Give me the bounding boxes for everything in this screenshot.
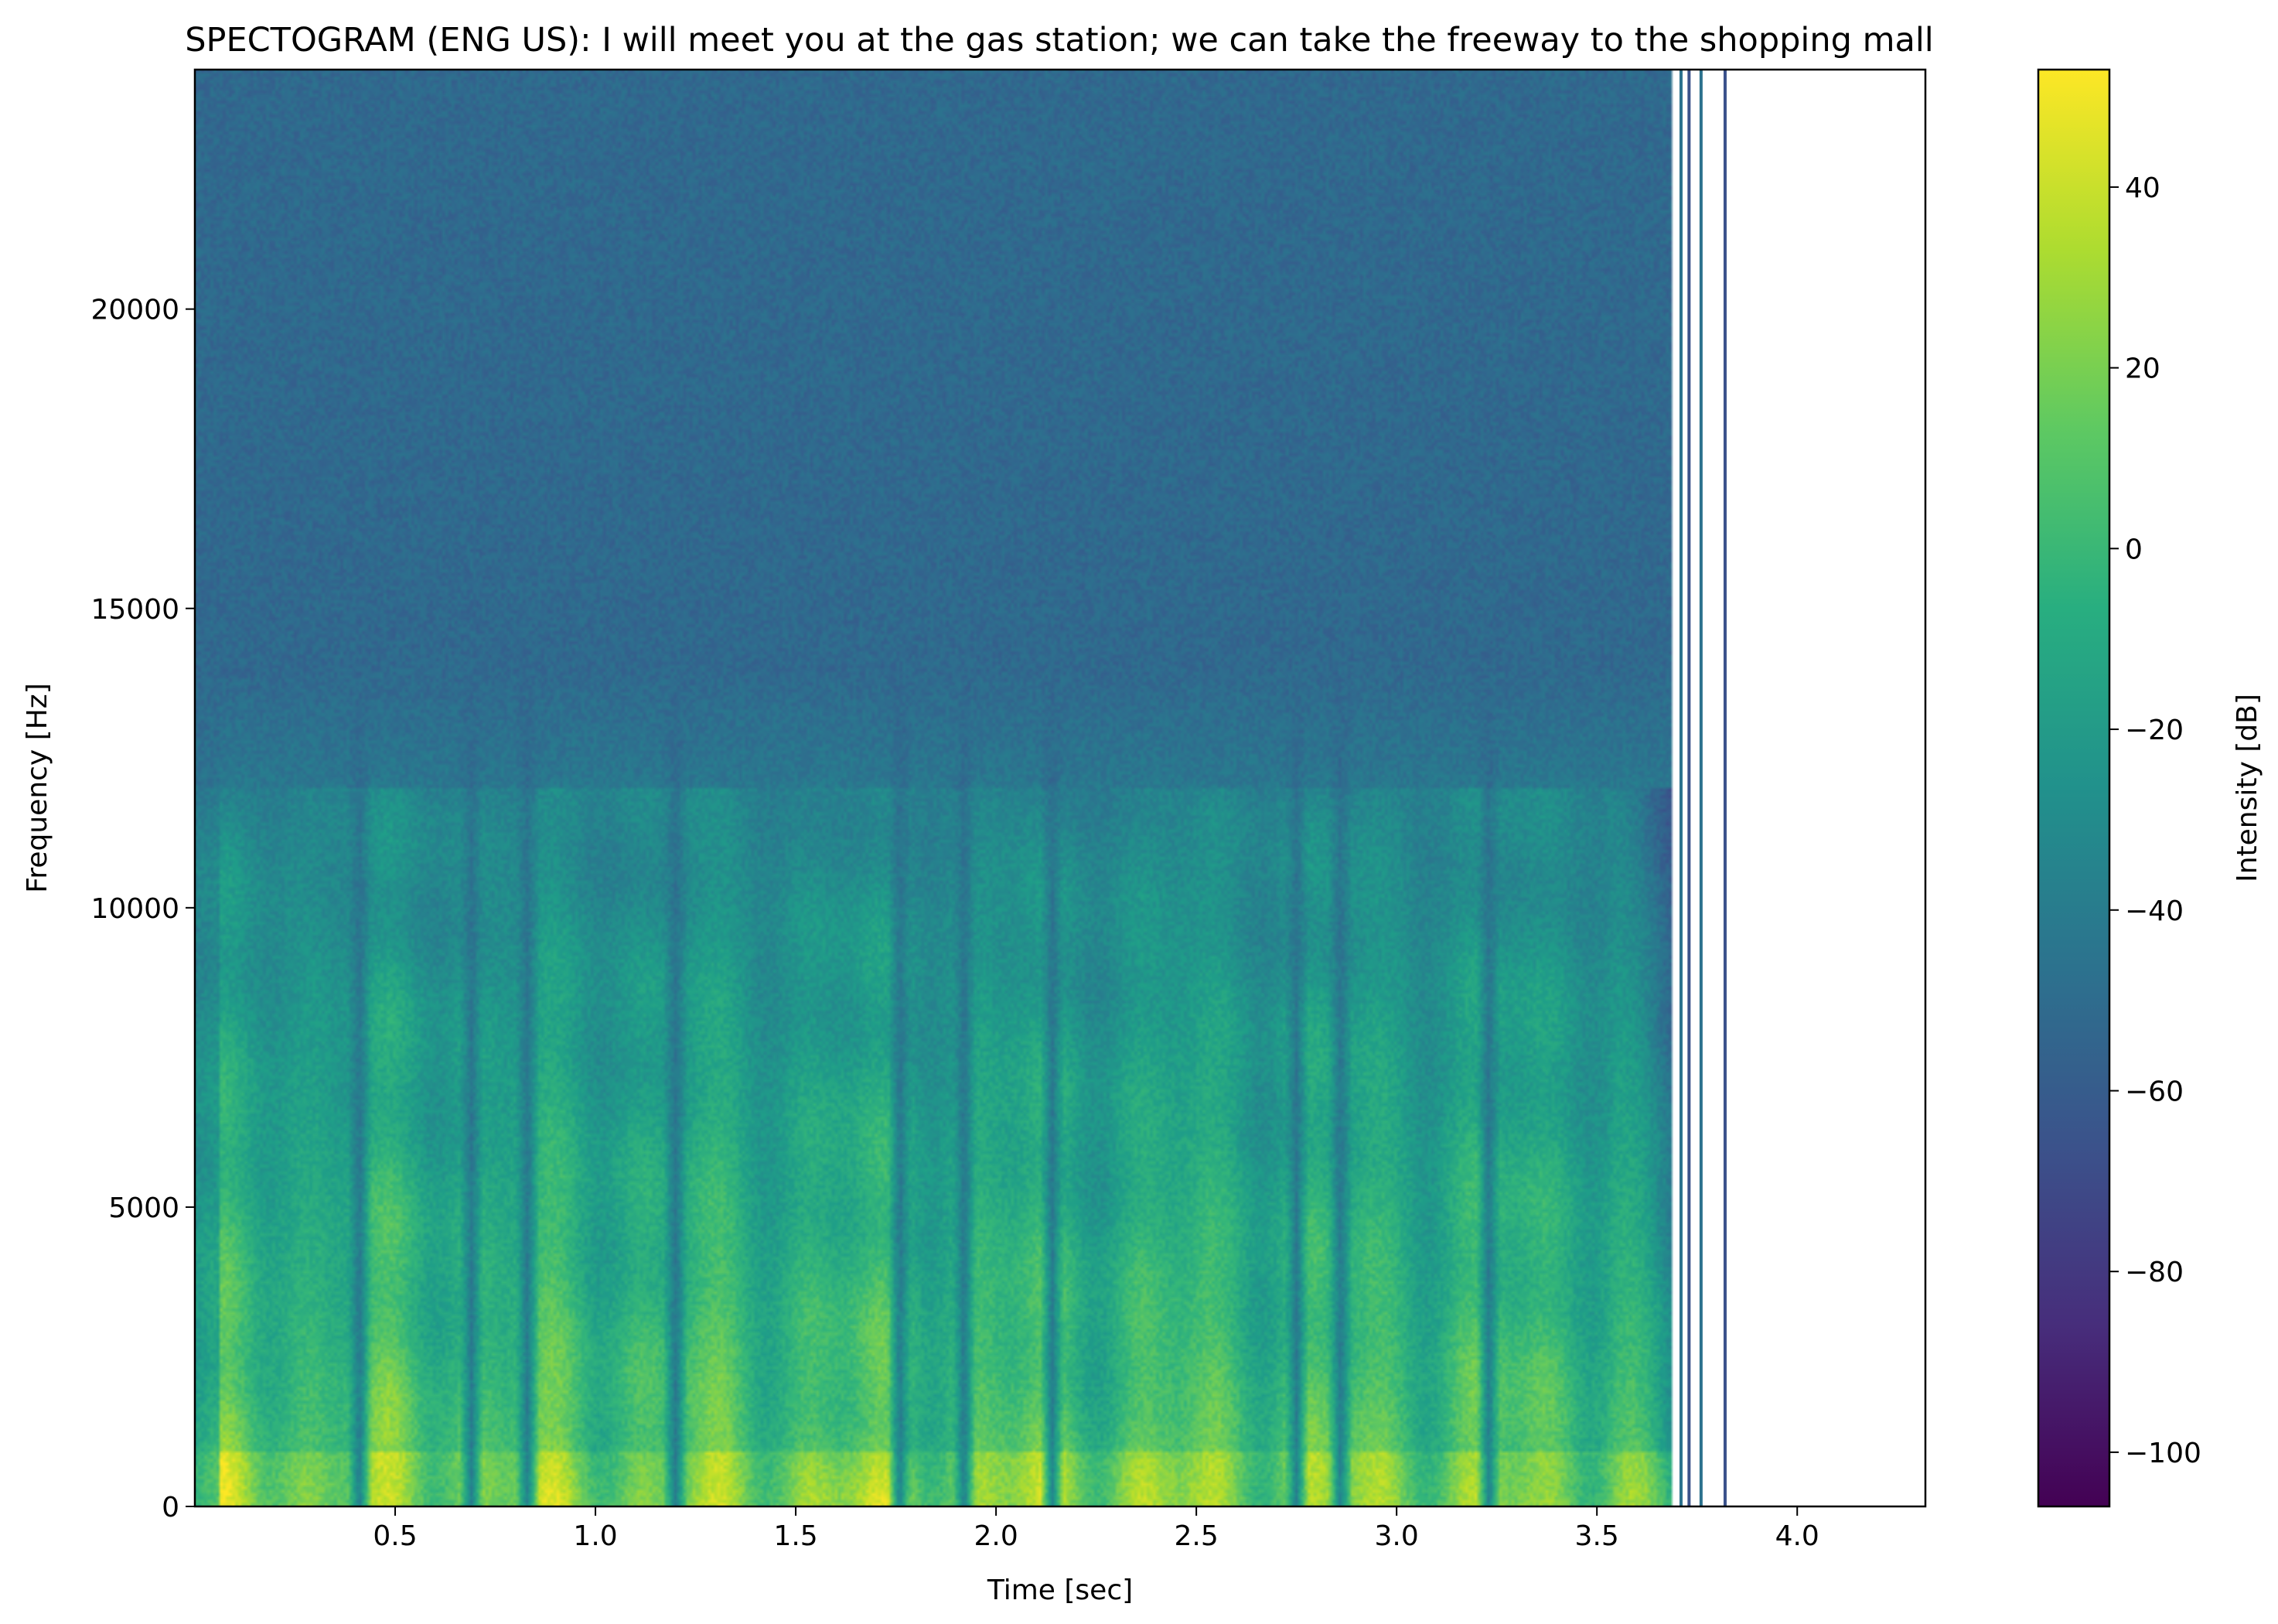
y-axis-label: Frequency [Hz] (22, 683, 53, 892)
x-tick-label: 3.5 (1575, 1520, 1619, 1552)
plot-area (195, 70, 1925, 1506)
x-tick-label: 3.0 (1375, 1520, 1419, 1552)
colorbar-tick-label: −100 (2125, 1438, 2201, 1469)
chart-title: SPECTOGRAM (ENG US): I will meet you at … (185, 21, 1933, 60)
colorbar-tick-label: −40 (2125, 896, 2184, 927)
colorbar-ticks: 40 20 0 −20 −40 −60 −80 −100 (2109, 172, 2201, 1469)
x-tick-label: 1.0 (573, 1520, 617, 1552)
colorbar: 40 20 0 −20 −40 −60 −80 −100 Intensity [dB] (2037, 68, 2263, 1508)
colorbar-tick-label: 20 (2125, 353, 2160, 385)
colorbar-label: Intensity [dB] (2232, 694, 2263, 882)
colorbar-tick-label: −80 (2125, 1257, 2184, 1288)
trailing-lines (1679, 70, 1727, 1506)
colorbar-tick-label: 40 (2125, 172, 2160, 204)
y-tick-label: 20000 (90, 295, 179, 326)
y-tick-label: 15000 (90, 594, 179, 626)
x-tick-label: 2.5 (1175, 1520, 1219, 1552)
x-tick-label: 4.0 (1775, 1520, 1819, 1552)
y-tick-label: 0 (162, 1492, 179, 1523)
colorbar-tick-label: 0 (2125, 534, 2143, 565)
x-axis-ticks: 0.5 1.0 1.5 2.0 2.5 3.0 3.5 4.0 (373, 1506, 1819, 1552)
y-axis-ticks: 0 5000 10000 15000 20000 (90, 295, 195, 1523)
x-axis-label: Time [sec] (987, 1575, 1133, 1606)
x-tick-label: 1.5 (773, 1520, 817, 1552)
plot-frame (193, 68, 1927, 1508)
y-tick-label: 5000 (108, 1192, 179, 1224)
y-tick-label: 10000 (90, 893, 179, 925)
x-tick-label: 0.5 (373, 1520, 417, 1552)
colorbar-tick-label: −20 (2125, 715, 2184, 746)
colorbar-gradient (2037, 68, 2111, 1508)
x-tick-label: 2.0 (974, 1520, 1018, 1552)
colorbar-tick-label: −60 (2125, 1076, 2184, 1107)
spectrogram-image (195, 70, 1925, 1506)
